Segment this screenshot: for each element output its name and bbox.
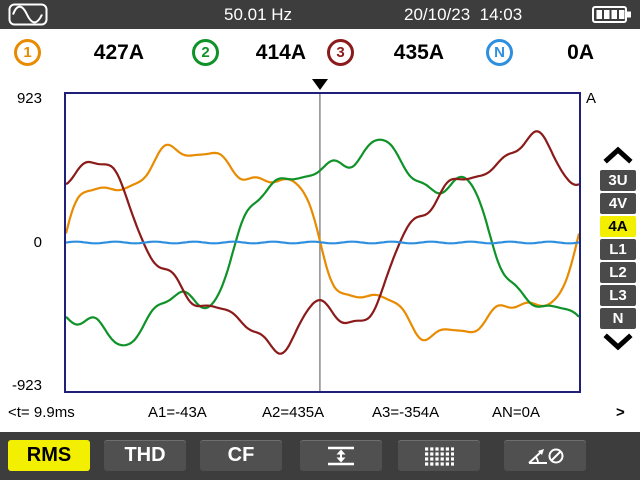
y-axis-zero-label: 0 xyxy=(33,234,42,251)
phase-3-badge: 3 xyxy=(327,39,354,66)
phase-1-reading: 1 427A xyxy=(14,39,144,66)
waveform-A2 xyxy=(65,138,580,347)
waveform-A1 xyxy=(64,143,581,342)
neutral-value: 0A xyxy=(567,40,594,64)
waveform-mode-icon xyxy=(8,3,48,26)
minmax-icon xyxy=(328,446,354,465)
phasor-button[interactable] xyxy=(504,440,586,471)
rms-button[interactable]: RMS xyxy=(8,440,90,471)
phase-1-value: 427A xyxy=(93,40,144,64)
cursor-a3-readout: A3=-354A xyxy=(372,404,440,421)
y-axis-min-label: -923 xyxy=(11,377,42,394)
phase-1-badge: 1 xyxy=(14,39,41,66)
waveform-chart[interactable] xyxy=(64,92,581,393)
sidebar-item-3u[interactable]: 3U xyxy=(600,170,636,191)
cursor-next-arrow[interactable]: > xyxy=(616,404,625,421)
phasor-icon xyxy=(528,448,564,464)
bottom-toolbar: RMS THD CF xyxy=(0,432,640,480)
phase-2-reading: 2 414A xyxy=(192,39,306,66)
phase-2-badge: 2 xyxy=(192,39,219,66)
datetime-readout: 20/10/23 14:03 xyxy=(404,5,523,24)
frequency-readout: 50.01 Hz xyxy=(224,5,293,24)
harmonics-button[interactable] xyxy=(398,440,480,471)
chevron-up-icon[interactable] xyxy=(603,146,633,164)
waveform-AN xyxy=(65,240,580,245)
minmax-button[interactable] xyxy=(300,440,382,471)
chevron-down-icon[interactable] xyxy=(603,333,633,351)
harmonics-grid-icon xyxy=(425,446,454,466)
neutral-reading: N 0A xyxy=(486,39,594,66)
battery-icon xyxy=(592,5,632,24)
cursor-marker[interactable] xyxy=(312,79,328,90)
sidebar-item-4v[interactable]: 4V xyxy=(600,193,636,214)
sidebar-item-l3[interactable]: L3 xyxy=(600,285,636,306)
phase-3-value: 435A xyxy=(393,40,444,64)
waveform-A3 xyxy=(65,130,580,355)
cursor-time-readout: <t= 9.9ms xyxy=(8,404,75,421)
sidebar-item-n[interactable]: N xyxy=(600,308,636,329)
neutral-badge: N xyxy=(486,39,513,66)
thd-button[interactable]: THD xyxy=(104,440,186,471)
sidebar-item-l1[interactable]: L1 xyxy=(600,239,636,260)
cf-button[interactable]: CF xyxy=(200,440,282,471)
cursor-an-readout: AN=0A xyxy=(492,404,540,421)
waveform-plot xyxy=(64,94,581,391)
cursor-a1-readout: A1=-43A xyxy=(148,404,207,421)
sidebar-item-4a[interactable]: 4A xyxy=(600,216,636,237)
y-axis-unit-label: A xyxy=(586,90,597,107)
phase-3-reading: 3 435A xyxy=(327,39,444,66)
phase-2-value: 414A xyxy=(255,40,306,64)
sidebar-item-l2[interactable]: L2 xyxy=(600,262,636,283)
y-axis-max-label: 923 xyxy=(16,90,42,107)
top-bar: 50.01 Hz 20/10/23 14:03 xyxy=(0,0,640,29)
cursor-a2-readout: A2=435A xyxy=(262,404,325,421)
